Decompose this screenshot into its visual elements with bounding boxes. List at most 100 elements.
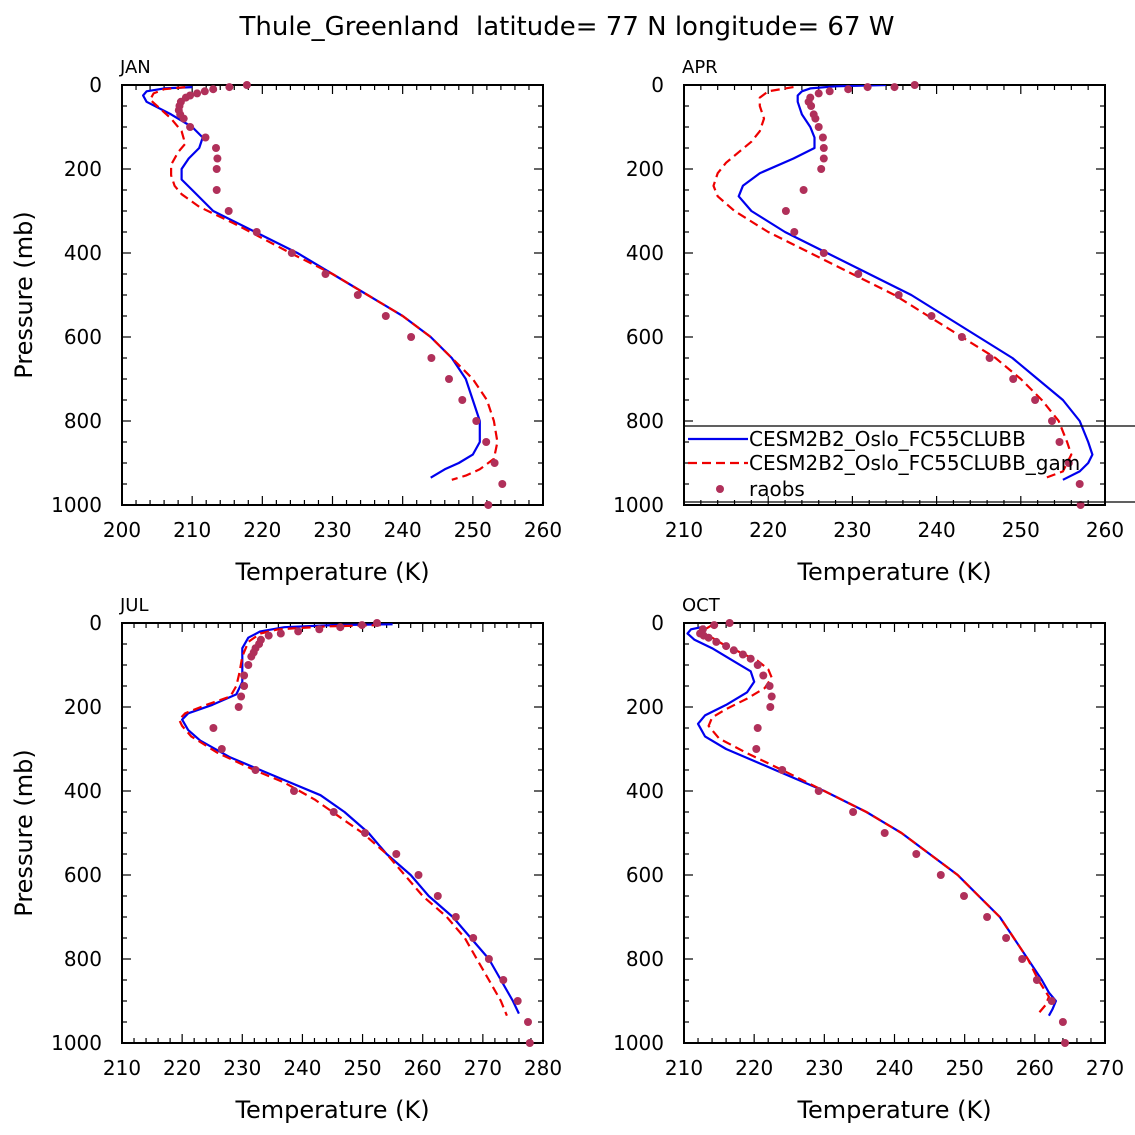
raobs-point bbox=[458, 396, 467, 404]
x-tick-label: 230 bbox=[223, 1056, 261, 1080]
raobs-point bbox=[186, 123, 195, 131]
raobs-point bbox=[329, 808, 338, 816]
raobs-point bbox=[234, 703, 243, 711]
y-tick-label: 600 bbox=[64, 325, 102, 349]
x-tick-label: 210 bbox=[103, 1056, 141, 1080]
plot-area bbox=[712, 85, 1094, 481]
x-tick-label: 260 bbox=[404, 1056, 442, 1080]
raobs-point bbox=[759, 671, 768, 680]
raobs-point bbox=[217, 745, 226, 753]
raobs-point bbox=[817, 165, 826, 173]
raobs-point bbox=[242, 81, 251, 89]
raobs-point bbox=[825, 87, 834, 96]
x-tick-label: 230 bbox=[313, 518, 351, 542]
series-line-cesm2b2-clubb bbox=[142, 86, 481, 479]
x-tick-label: 220 bbox=[749, 518, 787, 542]
x-axis-label: Temperature (K) bbox=[234, 1096, 429, 1124]
raobs-point bbox=[484, 955, 493, 963]
y-tick-label: 1000 bbox=[613, 1031, 664, 1055]
raobs-point bbox=[818, 133, 827, 142]
raobs-point bbox=[498, 480, 507, 488]
x-tick-label: 220 bbox=[243, 518, 281, 542]
raobs-point bbox=[290, 787, 298, 795]
raobs-point bbox=[247, 652, 256, 661]
x-axis-label: Temperature (K) bbox=[796, 558, 991, 586]
y-tick-label: 200 bbox=[64, 157, 102, 181]
x-tick-label: 240 bbox=[384, 518, 422, 542]
y-tick-label: 0 bbox=[651, 611, 664, 635]
figure-title: Thule_Greenland latitude= 77 N longitude… bbox=[239, 12, 895, 42]
raobs-point bbox=[427, 354, 436, 362]
panel-jan: 200 210 220 230 240 250 260 0 200 400 600 800 1000 JA… bbox=[10, 57, 562, 586]
raobs-point bbox=[240, 682, 249, 690]
raobs-point bbox=[336, 623, 345, 632]
raobs-point bbox=[224, 207, 233, 215]
raobs-point bbox=[445, 375, 453, 383]
x-tick-label: 250 bbox=[946, 1056, 984, 1080]
x-tick-label: 240 bbox=[875, 1056, 913, 1080]
raobs-point bbox=[844, 85, 853, 94]
raobs-point bbox=[392, 850, 401, 858]
y-axis-label: Pressure (mb) bbox=[10, 749, 38, 916]
raobs-point bbox=[985, 354, 994, 362]
legend-label: raobs bbox=[749, 477, 805, 501]
raobs-point bbox=[1075, 480, 1084, 488]
raobs-point bbox=[1061, 1039, 1069, 1047]
y-tick-label: 200 bbox=[64, 695, 102, 719]
raobs-point bbox=[200, 87, 209, 96]
raobs-point bbox=[753, 661, 762, 669]
raobs-point bbox=[315, 625, 324, 634]
x-tick-label: 250 bbox=[1002, 518, 1040, 542]
raobs-point bbox=[819, 144, 828, 152]
series-line-cesm2b2-clubb-gam bbox=[703, 624, 1051, 1015]
legend-marker-raobs bbox=[716, 485, 724, 493]
x-tick-label: 200 bbox=[103, 518, 141, 542]
raobs-point bbox=[819, 249, 828, 257]
raobs-point bbox=[252, 228, 261, 236]
raobs-point bbox=[814, 89, 823, 98]
y-tick-label: 400 bbox=[64, 779, 102, 803]
series-line-cesm2b2-clubb bbox=[737, 85, 1094, 481]
raobs-point bbox=[753, 724, 762, 732]
raobs-point bbox=[738, 650, 747, 659]
raobs-point bbox=[957, 333, 966, 341]
raobs-point bbox=[381, 312, 390, 320]
legend: CESM2B2_Oslo_FC55CLUBBCESM2B2_Oslo_FC55C… bbox=[684, 425, 1135, 503]
x-tick-label: 210 bbox=[665, 1056, 703, 1080]
x-tick-label: 250 bbox=[454, 518, 492, 542]
raobs-point bbox=[746, 654, 755, 663]
raobs-point bbox=[513, 997, 522, 1005]
plot-frame bbox=[121, 622, 544, 1044]
raobs-point bbox=[451, 913, 460, 921]
raobs-point bbox=[811, 114, 820, 123]
x-tick-label: 260 bbox=[1086, 518, 1124, 542]
raobs-point bbox=[472, 417, 481, 425]
raobs-point bbox=[1031, 396, 1040, 404]
raobs-point bbox=[1018, 955, 1027, 963]
raobs-point bbox=[819, 154, 828, 163]
raobs-point bbox=[814, 787, 823, 795]
raobs-point bbox=[752, 745, 761, 753]
raobs-point bbox=[1009, 375, 1018, 383]
y-tick-label: 400 bbox=[64, 241, 102, 265]
raobs-point bbox=[767, 692, 776, 701]
y-tick-label: 800 bbox=[626, 409, 664, 433]
raobs-point bbox=[209, 85, 218, 94]
y-tick-label: 1000 bbox=[51, 493, 102, 517]
legend-label: CESM2B2_Oslo_FC55CLUBB bbox=[749, 427, 1026, 451]
y-axis-label: Pressure (mb) bbox=[10, 211, 38, 378]
raobs-point bbox=[213, 154, 222, 163]
raobs-point bbox=[209, 724, 218, 732]
raobs-point bbox=[414, 871, 423, 879]
panel-title: APR bbox=[682, 57, 718, 78]
raobs-point bbox=[212, 165, 221, 173]
raobs-point bbox=[237, 692, 246, 701]
panel-oct: 210 220 230 240 250 260 270 0 200 400 600 800 1000 OC… bbox=[613, 595, 1124, 1124]
raobs-point bbox=[240, 671, 249, 680]
raobs-point bbox=[353, 291, 362, 299]
x-tick-label: 240 bbox=[283, 1056, 321, 1080]
raobs-point bbox=[193, 89, 202, 98]
y-tick-label: 600 bbox=[64, 863, 102, 887]
y-tick-label: 600 bbox=[626, 325, 664, 349]
x-tick-label: 270 bbox=[464, 1056, 502, 1080]
